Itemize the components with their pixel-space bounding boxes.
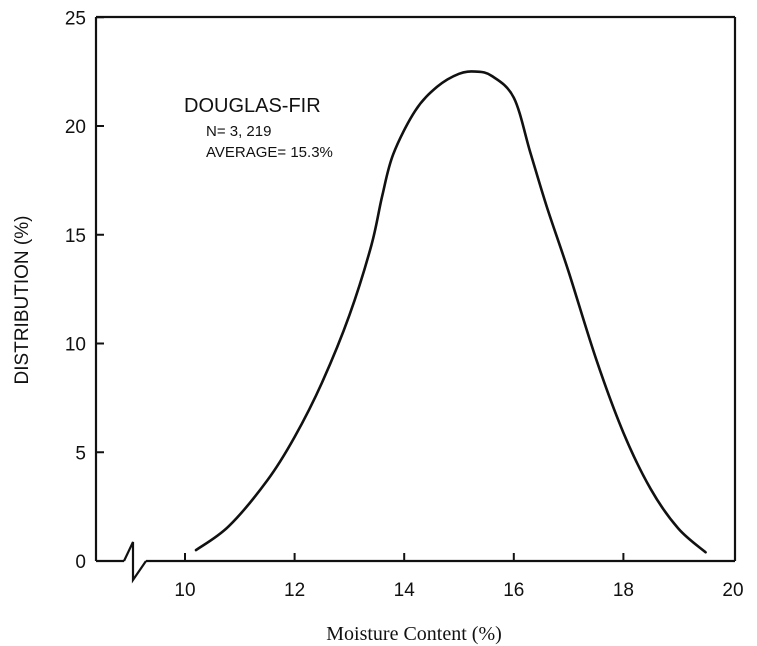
data-point (491, 75, 493, 77)
y-tick-label-25: 25 (65, 8, 86, 29)
data-point (436, 86, 438, 88)
data-point (293, 436, 295, 438)
annotation-title: DOUGLAS-FIR (184, 95, 321, 117)
x-tick-label-10: 10 (174, 580, 195, 601)
x-tick-label-16: 16 (503, 580, 524, 601)
data-point (392, 153, 394, 155)
data-point (458, 73, 460, 75)
x-tick-label-14: 14 (394, 580, 416, 601)
data-point (567, 271, 569, 273)
data-point (545, 205, 547, 207)
y-axis-ticks: 0 5 10 15 20 25 (65, 8, 104, 573)
data-point (513, 97, 515, 99)
data-point (381, 194, 383, 196)
data-point (321, 381, 323, 383)
data-point (195, 549, 197, 551)
series-line (194, 70, 707, 554)
data-point (704, 551, 706, 553)
annotation-n: N= 3, 219 (206, 123, 271, 140)
data-point (348, 314, 350, 316)
data-point (266, 479, 268, 481)
data-point (228, 525, 230, 527)
data-point (595, 358, 597, 360)
x-tick-label-18: 18 (613, 580, 634, 601)
axis-break-icon (123, 541, 147, 584)
y-tick-label-10: 10 (65, 335, 86, 356)
data-point (370, 244, 372, 246)
x-axis-ticks: 10 12 14 16 18 20 (174, 553, 744, 601)
y-tick-label-15: 15 (65, 226, 86, 247)
y-axis-label: DISTRIBUTION (%) (12, 216, 33, 385)
data-point (529, 151, 531, 153)
y-tick-label-0: 0 (75, 552, 86, 573)
x-tick-label-20: 20 (722, 580, 743, 601)
data-point (677, 527, 679, 529)
series-points (195, 70, 707, 553)
y-tick-label-5: 5 (75, 443, 86, 464)
data-point (474, 70, 476, 72)
x-axis-label: Moisture Content (%) (326, 623, 502, 645)
data-point (622, 431, 624, 433)
data-point (414, 110, 416, 112)
x-tick-label-12: 12 (284, 580, 305, 601)
data-point (650, 488, 652, 490)
y-tick-label-20: 20 (65, 117, 86, 138)
annotation-average: AVERAGE= 15.3% (206, 144, 333, 161)
